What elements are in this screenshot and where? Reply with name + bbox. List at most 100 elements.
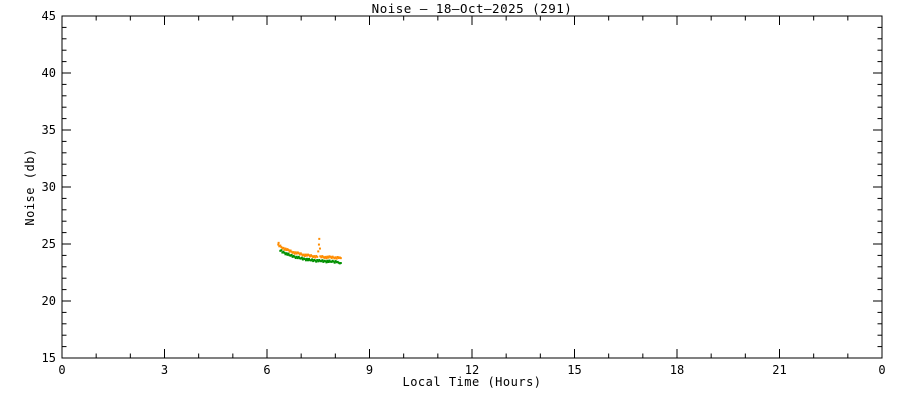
data-point: [289, 254, 292, 257]
data-point: [323, 259, 326, 262]
data-point: [339, 257, 342, 260]
x-tick-label: 6: [263, 363, 270, 377]
data-point: [322, 260, 325, 263]
data-point: [326, 255, 329, 258]
y-tick-label: 15: [42, 351, 56, 365]
data-point: [299, 257, 302, 260]
data-point: [308, 254, 311, 257]
data-point: [317, 260, 320, 263]
data-point: [318, 247, 321, 250]
data-point: [288, 254, 291, 257]
data-point: [309, 255, 312, 258]
data-point: [309, 259, 312, 262]
data-point: [337, 261, 340, 264]
data-point: [333, 261, 336, 264]
data-point: [316, 255, 319, 258]
data-point: [317, 243, 320, 246]
data-point: [328, 259, 331, 262]
data-point: [324, 260, 327, 263]
data-point: [337, 257, 340, 260]
y-tick-label: 40: [42, 66, 56, 80]
data-point: [302, 253, 305, 256]
data-point: [330, 260, 333, 263]
data-point: [290, 250, 293, 253]
data-point: [290, 253, 293, 256]
data-point: [291, 255, 294, 258]
data-point: [328, 255, 331, 258]
data-point: [298, 253, 301, 256]
data-point: [323, 256, 326, 259]
data-point: [314, 259, 317, 262]
data-point: [307, 253, 309, 256]
x-tick-label: 15: [567, 363, 581, 377]
chart-title: Noise – 18–Oct–2025 (291): [371, 1, 573, 16]
data-point: [317, 250, 320, 253]
data-point: [304, 253, 307, 256]
data-point: [277, 243, 280, 246]
x-axis-label: Local Time (Hours): [402, 375, 542, 389]
data-point: [295, 255, 298, 258]
data-point: [315, 254, 318, 257]
data-point: [321, 259, 324, 262]
data-point: [293, 252, 296, 255]
data-point: [281, 251, 284, 254]
data-point: [339, 262, 342, 265]
x-tick-label: 0: [58, 363, 65, 377]
data-point: [327, 256, 330, 259]
data-point: [283, 251, 286, 254]
data-point: [310, 259, 313, 262]
data-point: [305, 254, 308, 257]
data-point: [296, 257, 299, 260]
data-point: [319, 260, 322, 263]
data-point: [280, 249, 283, 252]
data-point: [278, 245, 281, 248]
data-point: [314, 256, 317, 259]
data-point: [301, 258, 304, 261]
data-point: [297, 255, 300, 258]
data-point: [305, 257, 308, 260]
data-point: [294, 257, 297, 260]
data-point: [286, 253, 289, 256]
data-point: [335, 261, 338, 264]
data-point: [336, 260, 339, 263]
data-point: [336, 255, 339, 258]
data-point: [289, 249, 292, 252]
data-point: [303, 258, 306, 261]
data-point: [300, 256, 303, 259]
data-point: [293, 255, 296, 258]
data-point: [315, 260, 318, 263]
data-point: [285, 249, 288, 252]
data-point: [282, 250, 285, 253]
y-tick-label: 45: [42, 9, 56, 23]
y-axis-ticks: [62, 15, 882, 359]
data-point: [329, 255, 332, 258]
data-point: [287, 249, 290, 252]
y-tick-label: 20: [42, 294, 56, 308]
data-point: [316, 259, 319, 262]
y-tick-label: 30: [42, 180, 56, 194]
x-tick-label: 9: [366, 363, 373, 377]
data-point: [304, 259, 307, 262]
y-axis-tick-labels: 15 20 25 30 35 40 45: [42, 9, 56, 365]
data-point: [320, 256, 323, 259]
data-point: [277, 241, 280, 244]
data-point: [320, 260, 323, 263]
data-point: [318, 237, 321, 240]
data-point: [312, 255, 315, 258]
data-point: [324, 255, 327, 258]
data-point: [298, 257, 301, 260]
data-point: [294, 251, 297, 254]
data-point: [334, 260, 337, 263]
data-point: [325, 257, 328, 260]
data-point: [285, 252, 288, 255]
data-point: [331, 255, 334, 258]
data-point: [307, 259, 309, 262]
data-point: [332, 256, 335, 259]
data-point: [313, 255, 316, 258]
data-point: [331, 259, 334, 262]
data-point: [279, 244, 282, 247]
data-point: [330, 257, 333, 260]
data-point: [288, 250, 291, 253]
data-point: [284, 247, 287, 250]
